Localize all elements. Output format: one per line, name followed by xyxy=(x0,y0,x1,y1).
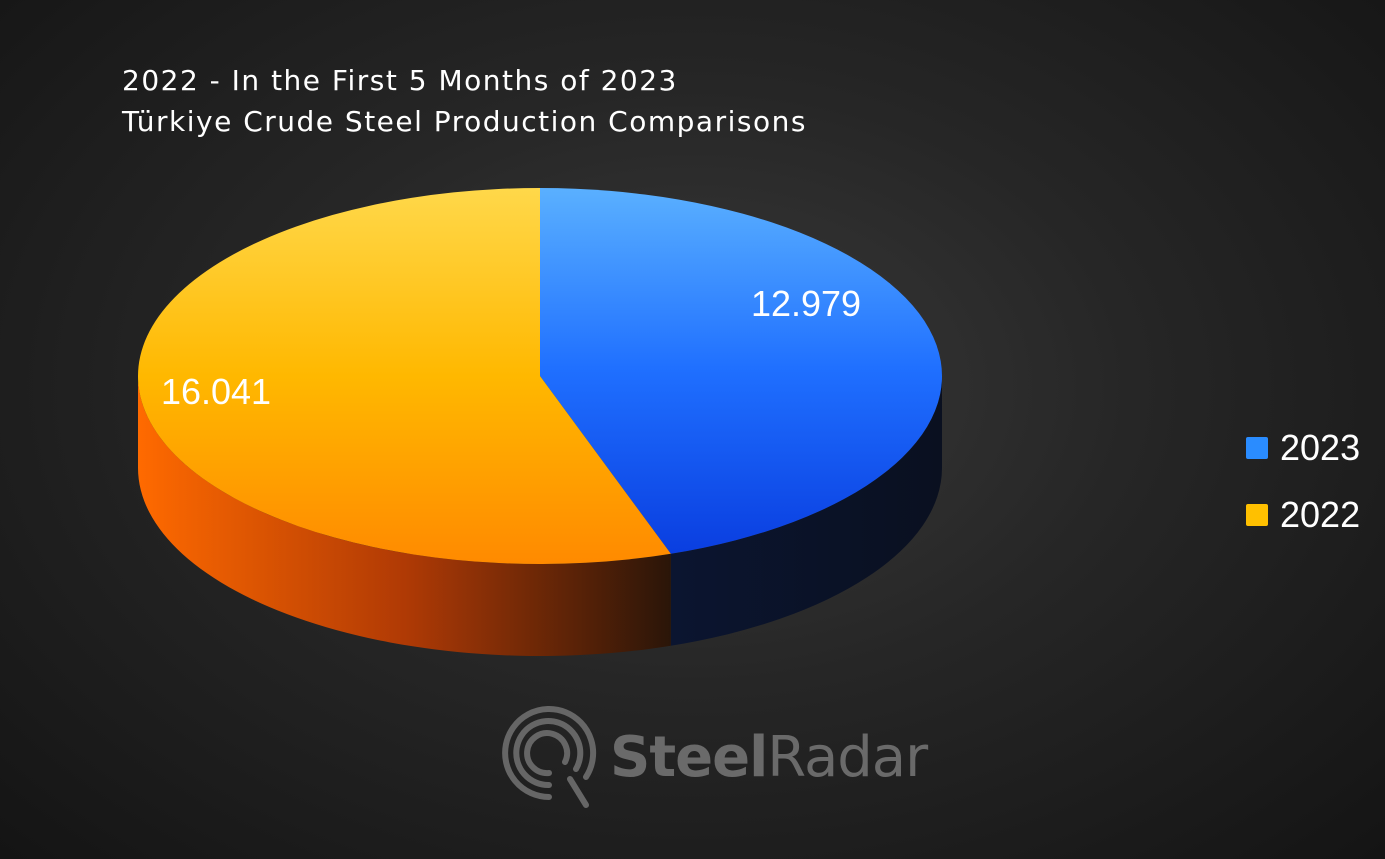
chart-title-line1: 2022 - In the First 5 Months of 2023 xyxy=(122,64,678,97)
data-label-2023: 12.979 xyxy=(751,283,861,324)
pie-slice-2022 xyxy=(137,188,671,564)
legend-item-2022: 2022 xyxy=(1246,492,1360,538)
legend-swatch-2023 xyxy=(1246,437,1268,459)
legend-item-2023: 2023 xyxy=(1246,425,1360,471)
data-label-2022: 16.041 xyxy=(161,371,271,412)
pie-side-2023 xyxy=(670,376,942,646)
watermark-text-light: Radar xyxy=(767,724,928,790)
legend: 2023 2022 xyxy=(1246,425,1360,559)
chart-title-line2: Türkiye Crude Steel Production Compariso… xyxy=(122,105,807,138)
pie-slice-2023 xyxy=(540,188,942,554)
legend-label-2022: 2022 xyxy=(1280,494,1361,535)
watermark-text-bold: Steel xyxy=(610,724,768,790)
legend-label-2023: 2023 xyxy=(1280,427,1361,468)
watermark-logo: SteelRadar xyxy=(500,705,928,809)
chart-title: 2022 - In the First 5 Months of 2023 Tür… xyxy=(122,60,807,142)
pie-side-2022 xyxy=(138,376,671,656)
watermark-text: SteelRadar xyxy=(610,724,928,790)
legend-swatch-2022 xyxy=(1246,504,1268,526)
radar-logo-icon xyxy=(502,706,597,808)
